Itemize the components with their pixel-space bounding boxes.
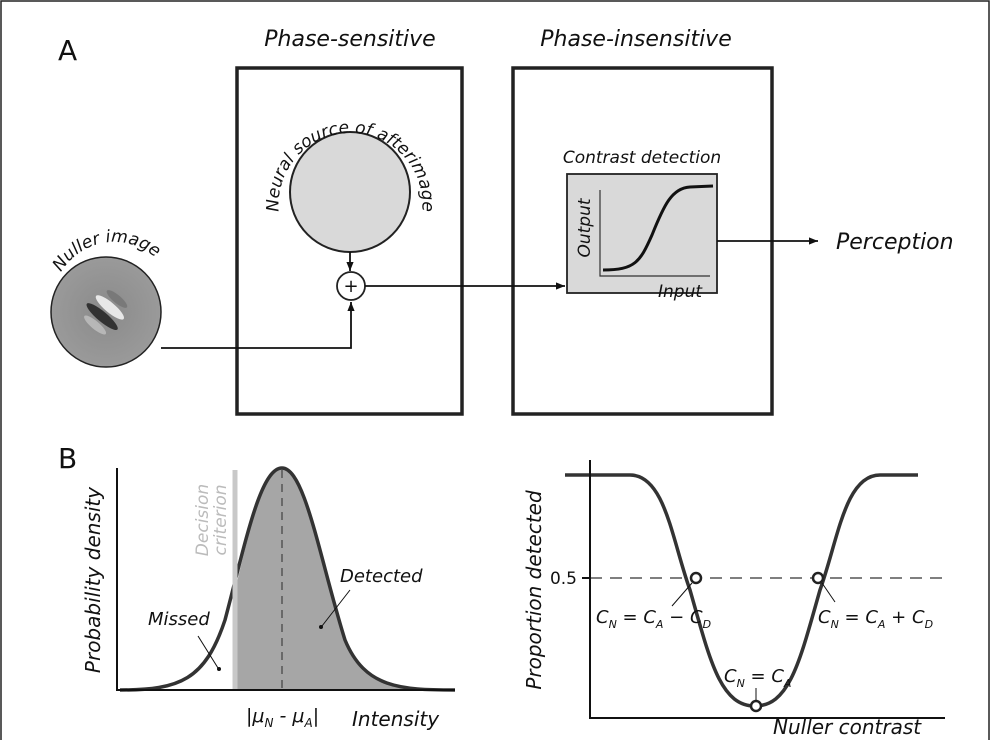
axis-label: Nuller contrast	[773, 715, 922, 739]
point	[813, 573, 823, 583]
equation: CN = CA	[724, 666, 791, 690]
part: |	[313, 705, 319, 727]
nuller-image	[51, 257, 161, 367]
point	[691, 573, 701, 583]
part: C	[724, 666, 737, 687]
part: C	[912, 607, 925, 628]
leader	[822, 583, 835, 602]
leader	[672, 583, 692, 606]
part: C	[865, 607, 878, 628]
equation: CN = CA − CD	[596, 607, 711, 631]
sub: D	[925, 618, 933, 631]
part: =	[839, 607, 866, 628]
part: -	[273, 705, 292, 727]
detection-curve	[565, 475, 918, 706]
point	[751, 701, 761, 711]
axis-label: Probability density	[81, 486, 105, 673]
part: C	[818, 607, 831, 628]
sub: A	[655, 618, 664, 631]
plus-sign: +	[343, 276, 358, 297]
axis-label: Proportion detected	[522, 490, 546, 690]
panel-letter: A	[58, 34, 77, 67]
part: μ	[291, 705, 304, 727]
part: =	[617, 607, 644, 628]
label: Contrast detection	[563, 148, 721, 168]
axis-label: Output	[575, 197, 595, 257]
part: C	[771, 666, 784, 687]
part: C	[690, 607, 703, 628]
criterion-label: Decision	[193, 484, 213, 556]
part: C	[643, 607, 656, 628]
part: −	[663, 607, 690, 628]
heading: Phase-sensitive	[264, 27, 435, 52]
sub: A	[304, 716, 313, 730]
criterion-label: criterion	[211, 484, 231, 555]
sub: D	[703, 618, 711, 631]
figure: A Phase-sensitive Phase-insensitive Neur…	[0, 0, 990, 740]
part: μ	[251, 705, 264, 727]
label: Detected	[340, 566, 423, 587]
leader	[198, 636, 218, 668]
arrow	[161, 302, 351, 348]
axis-label: Input	[658, 282, 703, 302]
output-label: Perception	[836, 230, 954, 255]
panel-letter: B	[58, 442, 77, 475]
tick-label: 0.5	[550, 569, 577, 589]
leader-dot	[217, 667, 221, 671]
sub: A	[783, 677, 792, 690]
axis-label: Intensity	[352, 707, 440, 731]
sub: N	[265, 716, 274, 730]
part: =	[745, 666, 772, 687]
part: +	[885, 607, 912, 628]
sub: A	[877, 618, 886, 631]
heading: Phase-insensitive	[540, 27, 732, 52]
label: Missed	[148, 609, 210, 630]
sub: N	[737, 677, 745, 690]
sub: N	[609, 618, 617, 631]
part: C	[596, 607, 609, 628]
sub: N	[831, 618, 839, 631]
mean-diff: |μN - μA|	[246, 705, 319, 730]
leader-dot	[319, 625, 323, 629]
equation: CN = CA + CD	[818, 607, 933, 631]
